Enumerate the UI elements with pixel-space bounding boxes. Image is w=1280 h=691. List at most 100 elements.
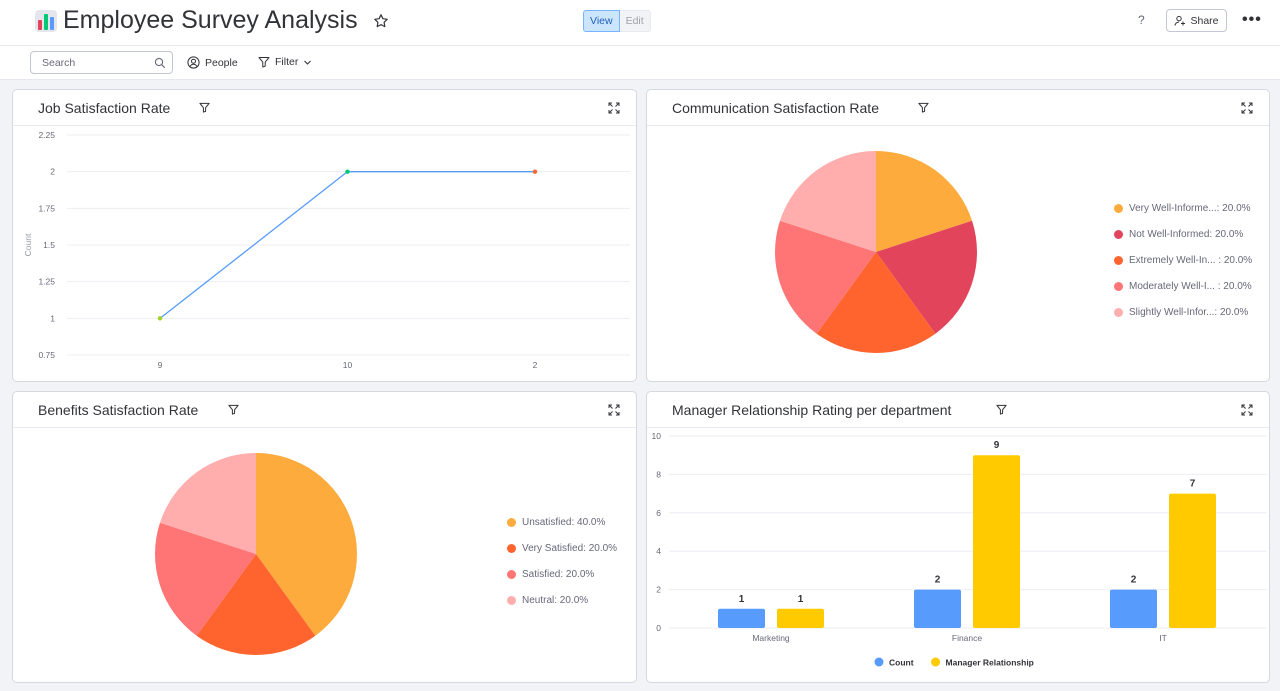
search-input[interactable] (31, 52, 141, 73)
widget-header: Benefits Satisfaction Rate (13, 392, 636, 428)
expand-icon[interactable] (608, 102, 620, 114)
bar-value-label: 9 (994, 440, 1000, 451)
legend-label: Manager Relationship (946, 658, 1034, 668)
widget-title: Benefits Satisfaction Rate (38, 402, 199, 418)
widget-title: Manager Relationship Rating per departme… (672, 402, 952, 418)
dashboard-logo-icon (35, 10, 57, 32)
toolbar: People Filter (0, 46, 1280, 80)
widget-filter-icon[interactable] (228, 404, 239, 415)
x-tick-label: Finance (952, 633, 983, 643)
bar-value-label: 1 (798, 594, 804, 605)
pie-slice (196, 554, 316, 655)
pie-slice (876, 151, 973, 252)
x-tick-label: 9 (158, 360, 163, 370)
bar (1110, 589, 1157, 628)
legend-swatch (507, 517, 516, 527)
legend-swatch (507, 569, 516, 579)
pie-slice (159, 453, 256, 554)
legend-label: Extremely Well-In... : 20.0% (1129, 254, 1253, 266)
pie-slice (155, 522, 256, 636)
legend-item: Satisfied: 20.0% (507, 561, 617, 587)
filter-label: Filter (275, 56, 299, 68)
bar (914, 589, 961, 628)
search-box (30, 51, 173, 74)
bar (718, 608, 765, 628)
widget-body: Unsatisfied: 40.0% Very Satisfied: 20.0% S… (13, 429, 636, 682)
star-icon[interactable] (373, 13, 389, 29)
bar-value-label: 2 (935, 575, 941, 586)
legend-item: Neutral: 20.0% (507, 587, 617, 613)
widget-body: 2.25 2 1.75 1.5 1.25 1 0.75 Count 9 10 2 (13, 127, 636, 381)
widget-header: Job Satisfaction Rate (13, 90, 636, 126)
x-tick-label: 2 (533, 360, 538, 370)
benefits-pie-chart (155, 453, 358, 655)
data-point (157, 316, 163, 321)
expand-icon[interactable] (1241, 404, 1253, 416)
legend-swatch (1114, 281, 1123, 291)
bar-value-label: 1 (739, 594, 745, 605)
share-button[interactable]: Share (1166, 9, 1227, 32)
y-tick-label: 8 (656, 469, 661, 479)
y-tick-label: 2 (656, 585, 661, 595)
communication-satisfaction-widget: Communication Satisfaction Rate Very Wel… (646, 89, 1270, 382)
expand-icon[interactable] (608, 404, 620, 416)
legend-label: Very Well-Informe...: 20.0% (1129, 202, 1251, 214)
data-point (345, 169, 350, 174)
search-icon[interactable] (154, 57, 166, 69)
chart-legend: Unsatisfied: 40.0% Very Satisfied: 20.0% S… (507, 509, 617, 613)
bar-value-label: 2 (1131, 575, 1137, 586)
help-button[interactable]: ? (1138, 13, 1145, 27)
people-label: People (205, 56, 238, 69)
legend-label: Moderately Well-I... : 20.0% (1129, 280, 1252, 292)
widget-title: Communication Satisfaction Rate (672, 100, 879, 116)
widget-filter-icon[interactable] (918, 102, 929, 113)
bar (973, 455, 1020, 628)
legend-swatch (507, 543, 516, 553)
widget-body: Very Well-Informe...: 20.0% Not Well-Info… (647, 127, 1269, 381)
widget-body: 10 8 6 4 2 0 Marketing 1 1 Finance 2 9 IT 2 7 Count Mana… (647, 429, 1269, 682)
widget-filter-icon[interactable] (996, 404, 1007, 415)
y-tick-label: 1.5 (43, 240, 55, 250)
bar-value-label: 7 (1190, 479, 1196, 490)
person-circle-icon (187, 56, 200, 69)
legend-item: Very Satisfied: 20.0% (507, 535, 617, 561)
legend-item: Slightly Well-Infor...: 20.0% (1114, 299, 1252, 325)
y-tick-label: 0 (656, 623, 661, 633)
legend-label: Neutral: 20.0% (522, 594, 589, 606)
legend-swatch (1114, 203, 1123, 213)
legend-item: Not Well-Informed: 20.0% (1114, 221, 1252, 247)
line-chart: 2.25 2 1.75 1.5 1.25 1 0.75 Count 9 10 2 (23, 130, 630, 370)
widget-header: Communication Satisfaction Rate (647, 90, 1269, 126)
pie-slice (256, 453, 358, 636)
y-tick-label: 0.75 (38, 350, 55, 360)
y-tick-label: 1.25 (38, 277, 55, 287)
y-tick-label: 1.75 (38, 203, 55, 213)
add-person-icon (1174, 15, 1186, 26)
edit-button[interactable]: Edit (619, 10, 651, 32)
filter-button[interactable]: Filter (258, 56, 312, 68)
legend-swatch (507, 595, 516, 605)
legend-swatch (931, 657, 941, 667)
x-tick-label: 10 (343, 360, 353, 370)
widget-filter-icon[interactable] (199, 102, 210, 113)
legend-item: Moderately Well-I... : 20.0% (1114, 273, 1252, 299)
legend-label: Unsatisfied: 40.0% (522, 516, 606, 528)
expand-icon[interactable] (1241, 102, 1253, 114)
widget-title: Job Satisfaction Rate (38, 100, 171, 116)
legend-swatch (1114, 255, 1123, 265)
pie-slice (816, 252, 936, 353)
view-button[interactable]: View (583, 10, 620, 32)
y-tick-label: 4 (656, 546, 661, 556)
top-bar: Employee Survey Analysis View Edit ? Sha… (0, 0, 1280, 46)
pie-slice (876, 220, 977, 334)
legend-item: Very Well-Informe...: 20.0% (1114, 195, 1252, 221)
more-options-icon[interactable]: ••• (1242, 11, 1262, 28)
filter-icon (258, 57, 270, 68)
legend-label: Satisfied: 20.0% (522, 568, 595, 580)
legend-label: Not Well-Informed: 20.0% (1129, 228, 1244, 240)
people-filter-button[interactable]: People (187, 56, 238, 69)
legend-item: Unsatisfied: 40.0% (507, 509, 617, 535)
y-axis-label: Count (23, 233, 33, 256)
x-tick-label: IT (1159, 633, 1167, 643)
widget-header: Manager Relationship Rating per departme… (647, 392, 1269, 428)
